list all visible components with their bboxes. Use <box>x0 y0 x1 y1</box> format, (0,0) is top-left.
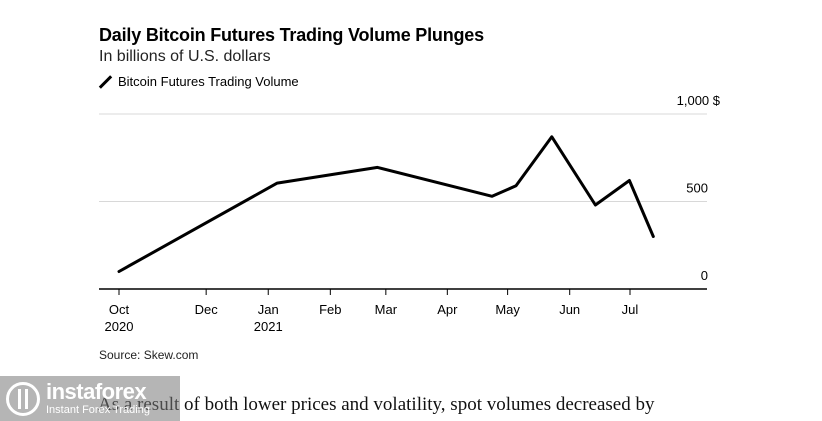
source-note: Source: Skew.com <box>99 348 199 362</box>
x-tick-label: Jun <box>559 302 580 317</box>
x-tick-sublabel: 2021 <box>254 319 283 334</box>
x-tick-label: Jan <box>258 302 279 317</box>
watermark-tagline: Instant Forex Trading <box>46 404 150 416</box>
x-tick-label: Dec <box>195 302 219 317</box>
x-tick-label: Mar <box>375 302 398 317</box>
x-tick-label: Oct <box>109 302 130 317</box>
x-tick-sublabel: 2020 <box>105 319 134 334</box>
x-tick-label: Jul <box>622 302 639 317</box>
instaforex-logo-icon <box>6 381 40 416</box>
x-tick-label: May <box>495 302 520 317</box>
watermark: instaforex Instant Forex Trading <box>0 376 180 421</box>
x-tick-label: Feb <box>319 302 341 317</box>
y-tick-label: 1,000 $ <box>677 93 721 108</box>
article-text: As a result of both lower prices and vol… <box>98 394 655 415</box>
series-line <box>117 135 655 273</box>
chart-title: Daily Bitcoin Futures Trading Volume Plu… <box>99 25 484 45</box>
chart-legend: Bitcoin Futures Trading Volume <box>99 74 299 89</box>
watermark-brand: instaforex <box>46 379 147 404</box>
y-tick-label: 500 <box>686 181 708 196</box>
chart-subtitle: In billions of U.S. dollars <box>99 48 271 65</box>
legend-label: Bitcoin Futures Trading Volume <box>118 74 299 89</box>
y-tick-label: 0 <box>701 268 708 283</box>
x-tick-label: Apr <box>437 302 458 317</box>
